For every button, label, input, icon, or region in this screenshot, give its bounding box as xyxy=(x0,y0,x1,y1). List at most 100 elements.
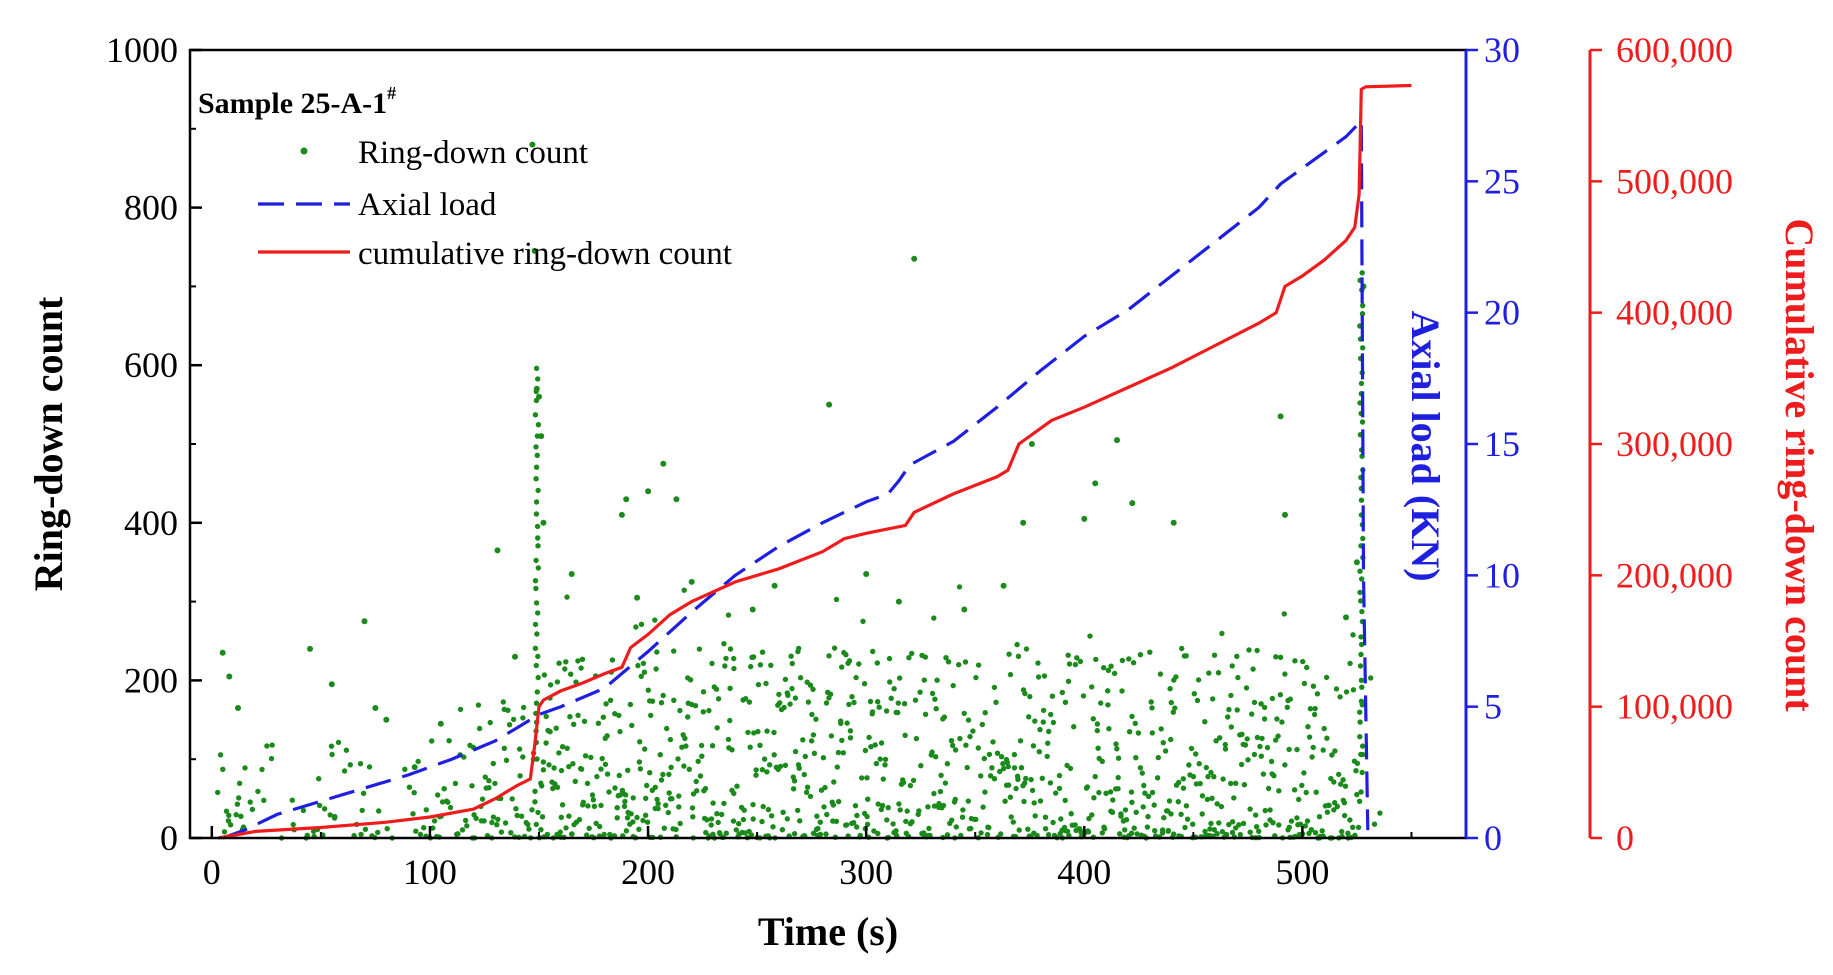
ring-down-point xyxy=(588,754,594,761)
ring-down-point xyxy=(1357,709,1363,715)
ring-down-point xyxy=(868,744,874,750)
ring-down-point xyxy=(623,792,629,798)
ring-down-point xyxy=(693,778,699,785)
ring-down-point xyxy=(533,600,540,606)
ring-down-point xyxy=(255,788,261,795)
x-tick-label: 400 xyxy=(1057,852,1111,892)
ring-down-point xyxy=(242,765,248,771)
ring-down-point xyxy=(221,829,228,835)
ring-down-point xyxy=(534,689,540,695)
ring-down-point xyxy=(1000,761,1006,767)
ring-down-point xyxy=(1297,821,1304,827)
ring-down-point xyxy=(1047,780,1054,786)
ring-down-point xyxy=(916,808,922,814)
ring-down-point xyxy=(1199,811,1205,817)
ring-down-point xyxy=(957,735,963,742)
ring-down-point xyxy=(865,796,871,802)
ring-down-point xyxy=(359,807,365,814)
ring-down-point xyxy=(961,606,968,613)
ring-down-point xyxy=(1119,657,1126,664)
ring-down-point xyxy=(1180,776,1187,782)
ring-down-point xyxy=(1101,665,1107,671)
ring-down-point xyxy=(787,701,793,707)
ring-down-point xyxy=(982,710,988,716)
ring-down-point xyxy=(441,786,447,792)
ring-down-point xyxy=(1096,789,1102,796)
ring-down-point xyxy=(1326,802,1332,809)
ring-down-point xyxy=(431,818,438,824)
ring-down-point xyxy=(1170,709,1177,715)
ring-down-point xyxy=(1368,675,1374,681)
ring-down-point xyxy=(630,819,636,825)
ring-down-point xyxy=(880,776,886,782)
ring-down-point xyxy=(459,827,466,833)
ring-down-point xyxy=(492,780,498,787)
ring-down-point xyxy=(704,817,710,823)
ring-down-point xyxy=(591,803,598,809)
ring-down-point xyxy=(973,816,979,823)
ring-down-point xyxy=(1048,711,1054,718)
ring-down-point xyxy=(529,807,535,813)
ring-down-point xyxy=(1331,779,1337,785)
ring-down-point xyxy=(658,777,665,783)
ring-down-point xyxy=(539,814,546,820)
ring-down-point xyxy=(1144,824,1151,830)
ring-down-point xyxy=(702,785,709,792)
ring-down-point xyxy=(1134,831,1140,837)
ring-down-point xyxy=(1300,658,1306,665)
ring-down-point xyxy=(1130,660,1137,666)
ring-down-point xyxy=(1333,686,1340,692)
ring-down-point xyxy=(993,699,999,705)
ring-down-point xyxy=(640,817,646,824)
ring-down-point xyxy=(516,746,523,752)
ring-down-point xyxy=(1222,746,1229,752)
ring-down-point xyxy=(547,729,553,735)
ring-down-point xyxy=(1202,719,1208,725)
ring-down-point xyxy=(1105,688,1111,694)
ring-down-point xyxy=(851,699,857,706)
ring-down-point xyxy=(962,659,969,665)
ring-down-point xyxy=(710,800,716,806)
ring-down-point xyxy=(731,655,737,662)
ring-down-point xyxy=(1032,718,1038,724)
ring-down-point xyxy=(1291,787,1298,793)
ring-down-point xyxy=(1245,757,1251,763)
ring-down-point xyxy=(1287,696,1294,702)
ring-down-point xyxy=(494,547,501,554)
ring-down-point xyxy=(961,710,967,717)
ring-down-point xyxy=(797,675,804,681)
ring-down-point xyxy=(634,814,640,821)
ring-down-point xyxy=(1222,741,1229,748)
ring-down-point xyxy=(410,811,416,817)
ring-down-point xyxy=(1182,824,1188,831)
x-tick-label: 0 xyxy=(203,852,221,892)
ring-down-point xyxy=(765,806,772,813)
ring-down-point xyxy=(878,740,885,746)
ring-down-point xyxy=(236,780,243,786)
ring-down-point xyxy=(494,822,500,828)
ring-down-point xyxy=(991,684,998,691)
ring-down-point xyxy=(831,645,838,651)
ring-down-point xyxy=(1251,699,1258,706)
ring-down-point xyxy=(1053,790,1059,796)
ring-down-point xyxy=(844,822,850,828)
ring-down-point xyxy=(627,701,634,708)
ring-down-point xyxy=(1168,699,1175,706)
legend-label-cumulative: cumulative ring-down count xyxy=(358,236,732,272)
ring-down-point xyxy=(586,825,592,831)
ring-down-point xyxy=(638,673,644,679)
ring-down-point xyxy=(844,720,850,726)
ring-down-point xyxy=(532,412,539,418)
ring-down-point xyxy=(1228,692,1234,699)
ring-down-point xyxy=(808,738,815,744)
ring-down-point xyxy=(986,751,993,758)
ring-down-point xyxy=(1099,830,1106,836)
ring-down-point xyxy=(1175,799,1182,805)
ring-down-point xyxy=(535,565,541,571)
ring-down-point xyxy=(1086,815,1092,822)
ring-down-point xyxy=(1178,811,1184,817)
ring-down-point xyxy=(1042,826,1049,832)
ring-down-point xyxy=(805,699,812,705)
ring-down-point xyxy=(1211,652,1218,658)
